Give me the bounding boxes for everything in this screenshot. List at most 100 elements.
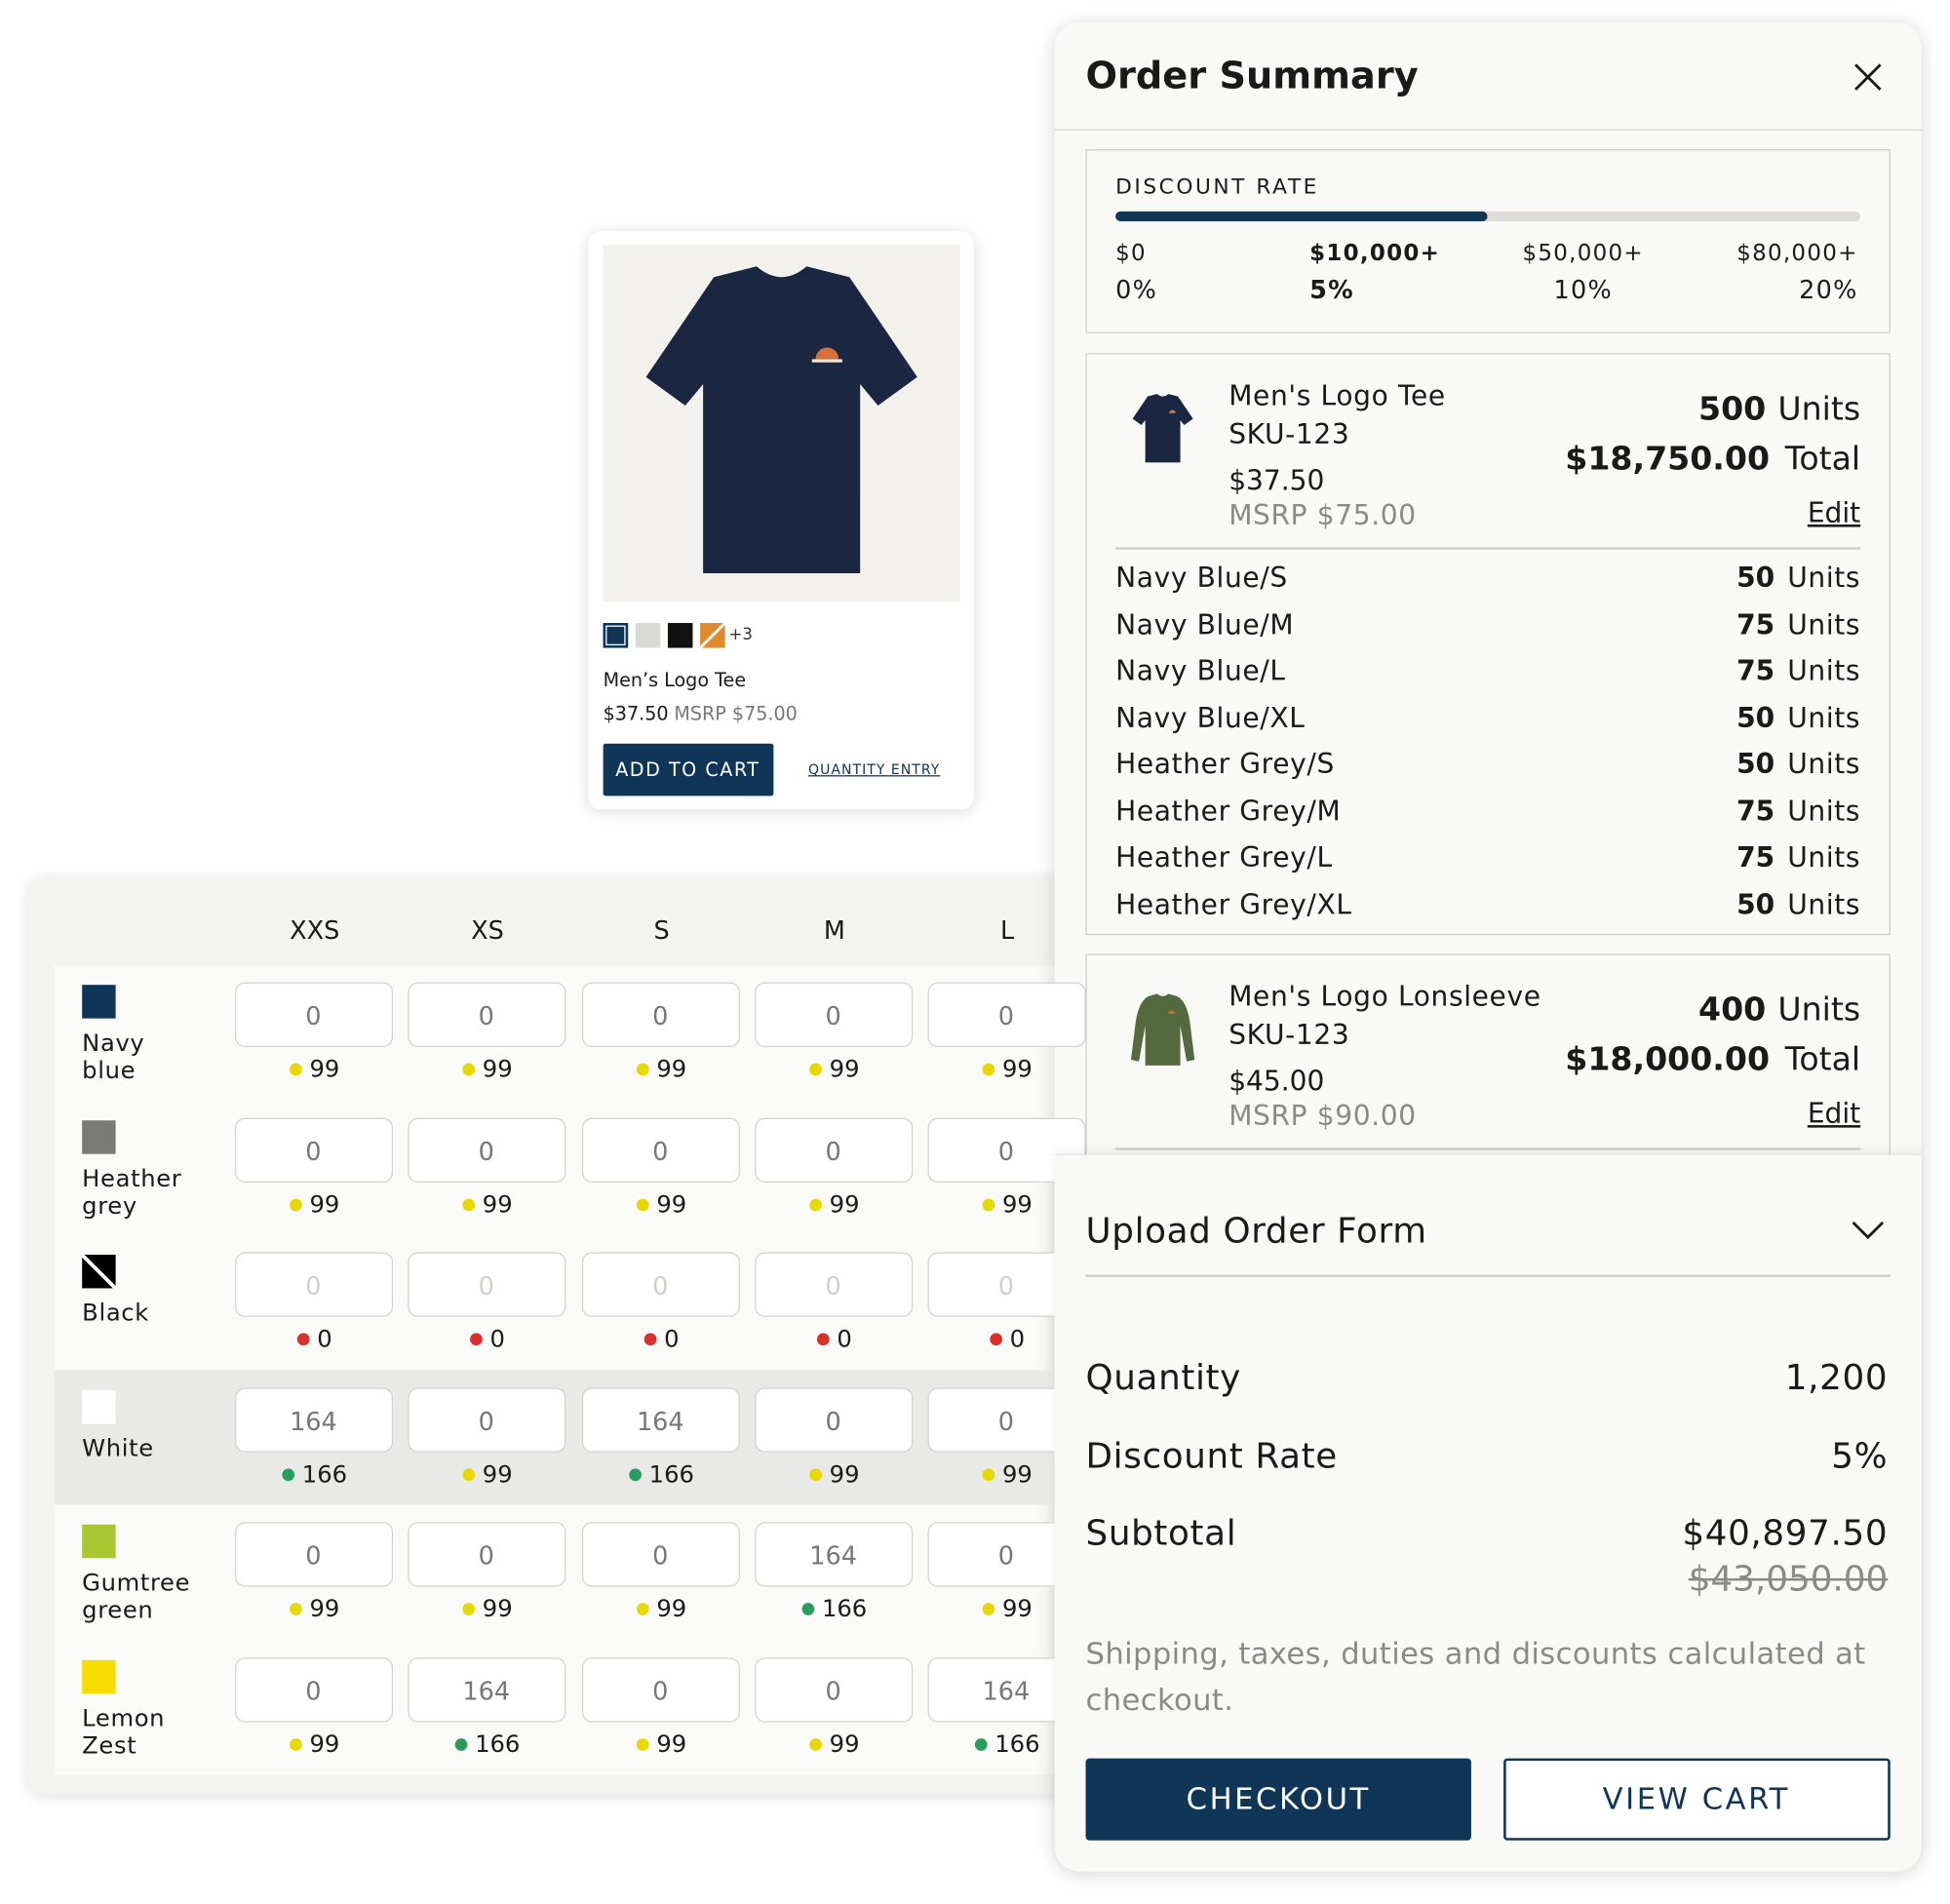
quantity-value[interactable]: 0 [652,1136,669,1166]
item-edit-link[interactable]: Edit [1807,498,1861,530]
color-swatch[interactable] [667,623,693,648]
quantity-input[interactable] [235,1386,394,1453]
variant-units: 75 [1736,656,1775,688]
quantity-value[interactable]: 0 [305,1675,322,1706]
size-header: L [1000,914,1015,946]
view-cart-label[interactable]: VIEW CART [1602,1781,1790,1817]
view-cart-button[interactable] [1503,1758,1891,1841]
quantity-input[interactable] [755,1386,914,1453]
quantity-value[interactable]: 0 [825,1405,841,1436]
color-swatch[interactable] [635,623,661,648]
item-edit-link[interactable]: Edit [1807,1099,1861,1131]
stock-dot [816,1333,830,1346]
variant-name: Heather Grey/S [1115,749,1335,781]
stock-indicator: 166 [282,1460,347,1488]
quantity-value[interactable]: 0 [478,1540,494,1571]
total-label: Discount Rate [1085,1434,1338,1476]
variant-units: 75 [1736,796,1775,828]
stock-count: 99 [1001,1595,1033,1623]
stock-dot [636,1603,649,1615]
stock-count: 99 [829,1055,860,1083]
stock-count: 99 [656,1190,687,1219]
quantity-input[interactable] [581,982,740,1047]
item-name: Men's Logo Lonsleeve [1228,982,1541,1014]
stock-dot [809,1467,822,1481]
tier-rate: 5% [1309,274,1354,305]
discount-box [1085,149,1891,333]
quantity-value[interactable]: 164 [636,1405,684,1436]
stock-indicator: 99 [636,1190,687,1219]
stock-dot [982,1197,995,1211]
quantity-input[interactable] [927,982,1086,1047]
quantity-value[interactable]: 164 [290,1405,337,1436]
add-to-cart-button[interactable] [603,743,774,797]
quantity-value[interactable]: 0 [825,1136,841,1166]
variant-units-label: Units [1787,749,1861,781]
close-button[interactable] [1853,62,1884,93]
quantity-input[interactable] [408,1386,566,1453]
item-units-label: Units [1777,391,1861,429]
quantity-input[interactable] [408,1522,566,1587]
quantity-input[interactable] [581,1656,740,1722]
stock-dot [982,1603,995,1615]
stock-indicator: 99 [290,1056,339,1083]
quantity-value[interactable]: 164 [809,1540,857,1571]
quantity-value[interactable]: 0 [997,1136,1015,1166]
quantity-value[interactable]: 0 [825,1000,841,1031]
quantity-input[interactable] [408,982,566,1047]
tee-image [645,266,917,574]
quantity-value[interactable]: 0 [652,1540,669,1571]
quantity-input[interactable] [235,1522,394,1587]
color-swatch[interactable] [700,623,725,648]
quantity-value[interactable]: 0 [305,1540,322,1571]
quantity-value[interactable]: 0 [305,1136,322,1166]
stock-indicator: 99 [462,1056,513,1083]
quantity-entry-link[interactable]: QUANTITY ENTRY [808,761,941,778]
quantity-value[interactable]: 0 [997,1540,1015,1571]
quantity-input[interactable] [755,1522,914,1587]
quantity-input[interactable] [755,1117,914,1183]
row-label: Heather grey [82,1164,182,1220]
stock-indicator: 99 [636,1056,686,1083]
stock-indicator: 99 [636,1595,686,1623]
quantity-input[interactable] [235,1117,394,1183]
quantity-value[interactable]: 0 [652,1000,669,1031]
add-to-cart-label[interactable]: ADD TO CART [615,758,760,782]
quantity-value[interactable]: 0 [478,1000,494,1031]
tier-rate: 10% [1553,274,1613,305]
item-name: Men's Logo Tee [1228,381,1446,413]
quantity-value[interactable]: 0 [825,1675,841,1706]
quantity-input[interactable] [235,1656,394,1722]
stock-count: 166 [475,1729,521,1758]
quantity-input[interactable] [408,1656,566,1722]
color-swatch[interactable] [603,623,629,648]
quantity-value: 0 [997,1270,1015,1302]
quantity-input[interactable] [408,1117,566,1183]
quantity-value[interactable]: 164 [982,1675,1031,1706]
checkout-button[interactable] [1085,1758,1471,1841]
product-price: $37.50 [603,702,669,725]
variant-units-label: Units [1787,889,1861,921]
quantity-input[interactable] [755,982,914,1047]
stock-indicator: 99 [982,1056,1033,1083]
stock-count: 99 [309,1190,340,1219]
quantity-input[interactable] [235,982,394,1047]
quantity-value[interactable]: 0 [478,1405,494,1436]
quantity-input[interactable] [581,1522,740,1587]
checkout-label[interactable]: CHECKOUT [1186,1781,1371,1817]
quantity-value[interactable]: 0 [997,1000,1015,1031]
stock-dot [462,1063,476,1076]
quantity-value[interactable]: 0 [997,1405,1015,1436]
chevron[interactable] [1851,1220,1886,1240]
stock-dot [636,1063,649,1076]
upload-order-form[interactable]: Upload Order Form [1085,1210,1427,1252]
quantity-value[interactable]: 164 [462,1675,511,1706]
quantity-value[interactable]: 0 [478,1136,494,1166]
quantity-value[interactable]: 0 [305,1000,322,1031]
stock-count: 99 [482,1190,513,1219]
quantity-input[interactable] [755,1656,914,1722]
quantity-input[interactable] [581,1386,740,1453]
quantity-value[interactable]: 0 [652,1675,669,1706]
quantity-input[interactable] [581,1117,740,1183]
